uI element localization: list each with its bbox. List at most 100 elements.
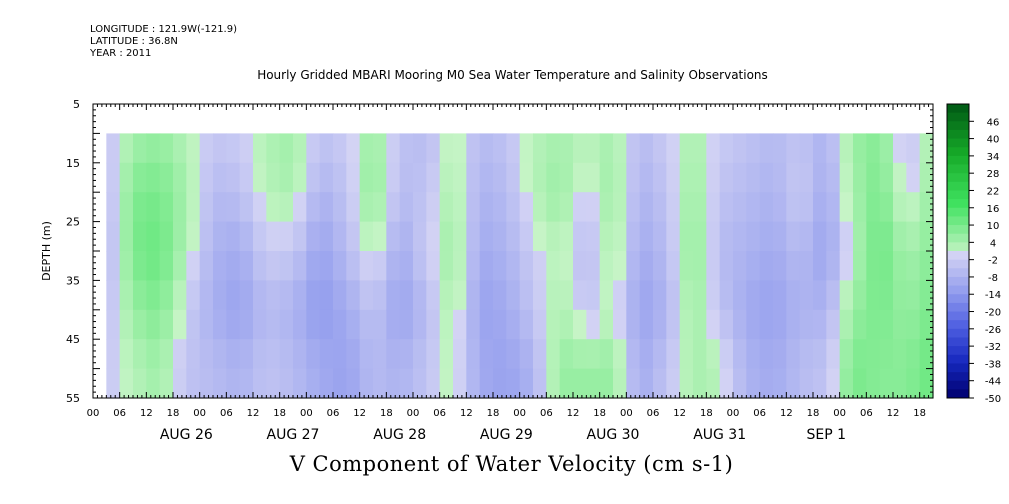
heatmap-cell (239, 339, 254, 370)
heatmap-cell (799, 339, 814, 370)
heatmap-cell (599, 162, 614, 193)
heatmap-cell (133, 192, 147, 223)
colorbar-swatch (947, 199, 969, 209)
heatmap-cell (639, 280, 654, 311)
x-hour-label: 12 (460, 408, 473, 419)
heatmap-cell (506, 368, 521, 399)
heatmap-cell (746, 162, 761, 193)
heatmap-cell (133, 162, 147, 193)
colorbar-swatch (947, 225, 969, 235)
heatmap-cell (439, 368, 454, 399)
heatmap-cell (626, 192, 641, 223)
heatmap-cell (839, 221, 854, 252)
colorbar-swatch (947, 251, 969, 261)
heatmap-cell (333, 221, 347, 252)
heatmap-cell (146, 339, 161, 370)
heatmap-cell (679, 192, 694, 223)
heatmap-cell (893, 221, 907, 252)
heatmap-cell (293, 339, 307, 370)
heatmap-cell (559, 162, 574, 193)
heatmap-cell (186, 368, 201, 399)
heatmap-cell (853, 221, 867, 252)
colorbar-swatch (947, 276, 969, 286)
heatmap-cell (879, 368, 894, 399)
heatmap-cell (439, 221, 454, 252)
x-date-label: AUG 28 (373, 427, 426, 443)
heatmap-cell (799, 221, 814, 252)
heatmap-cell (386, 251, 401, 281)
heatmap-cell (599, 309, 614, 340)
colorbar-label: -32 (985, 342, 1001, 353)
colorbar-frame (946, 103, 970, 399)
heatmap-cell (759, 368, 774, 399)
heatmap-cell (653, 280, 667, 311)
heatmap-cell (226, 368, 241, 399)
heatmap-cell (666, 339, 681, 370)
x-hour-label: 00 (300, 408, 313, 419)
heatmap-cell (373, 221, 387, 252)
y-tick-label: 15 (66, 157, 80, 170)
x-date-label: AUG 27 (267, 427, 320, 443)
heatmap-cell (106, 162, 121, 193)
heatmap-cell (746, 339, 761, 370)
heatmap-cell (253, 309, 267, 340)
heatmap-cell (466, 339, 481, 370)
heatmap-cell (439, 339, 454, 370)
heatmap-cell (133, 309, 147, 340)
heatmap-cell (493, 251, 507, 281)
heatmap-cell (413, 280, 427, 311)
x-hour-label: 12 (567, 408, 580, 419)
heatmap-cell (693, 221, 707, 252)
heatmap-cell (546, 368, 561, 399)
heatmap-cell (559, 280, 574, 311)
heatmap-cell (453, 368, 467, 399)
heatmap-cell (119, 133, 134, 164)
heatmap-cell (653, 133, 667, 164)
heatmap-cell (146, 309, 161, 340)
heatmap-cell (639, 339, 654, 370)
heatmap-cell (173, 133, 187, 164)
heatmap-cell (466, 162, 481, 193)
heatmap-cell (399, 133, 414, 164)
heatmap-cell (719, 309, 734, 340)
heatmap-cell (413, 339, 427, 370)
heatmap-cell (253, 251, 267, 281)
heatmap-cell (773, 280, 787, 311)
heatmap-cell (693, 339, 707, 370)
heatmap-cell (119, 280, 134, 311)
heatmap-cell (799, 192, 814, 223)
heatmap-cell (906, 221, 921, 252)
x-hour-label: 18 (380, 408, 393, 419)
heatmap-cell (533, 309, 547, 340)
colorbar-label: 40 (987, 135, 1000, 146)
colorbar-label: -50 (985, 394, 1001, 405)
heatmap-cell (853, 280, 867, 311)
heatmap-cell (293, 309, 307, 340)
heatmap-cell (826, 192, 841, 223)
heatmap-cell (359, 339, 374, 370)
heatmap-cell (799, 251, 814, 281)
heatmap-cell (493, 192, 507, 223)
colorbar-swatch (947, 138, 969, 148)
heatmap-cell (439, 251, 454, 281)
heatmap-cell (399, 192, 414, 223)
heatmap-cell (359, 192, 374, 223)
heatmap-cell (493, 368, 507, 399)
heatmap-cell (466, 368, 481, 399)
heatmap-cell (919, 339, 934, 370)
heatmap-cell (279, 251, 294, 281)
colorbar-swatch (947, 372, 969, 382)
x-hour-label: 00 (833, 408, 846, 419)
heatmap-cell (813, 339, 827, 370)
heatmap-cell (413, 251, 427, 281)
heatmap-cell (719, 339, 734, 370)
x-hour-label: 18 (700, 408, 713, 419)
heatmap-cell (239, 133, 254, 164)
heatmap-cell (879, 192, 894, 223)
heatmap-cell (453, 280, 467, 311)
colorbar-swatch (947, 190, 969, 200)
heatmap-cell (746, 280, 761, 311)
heatmap-cell (559, 221, 574, 252)
x-date-label: SEP 1 (807, 427, 847, 443)
heatmap-cell (586, 221, 601, 252)
